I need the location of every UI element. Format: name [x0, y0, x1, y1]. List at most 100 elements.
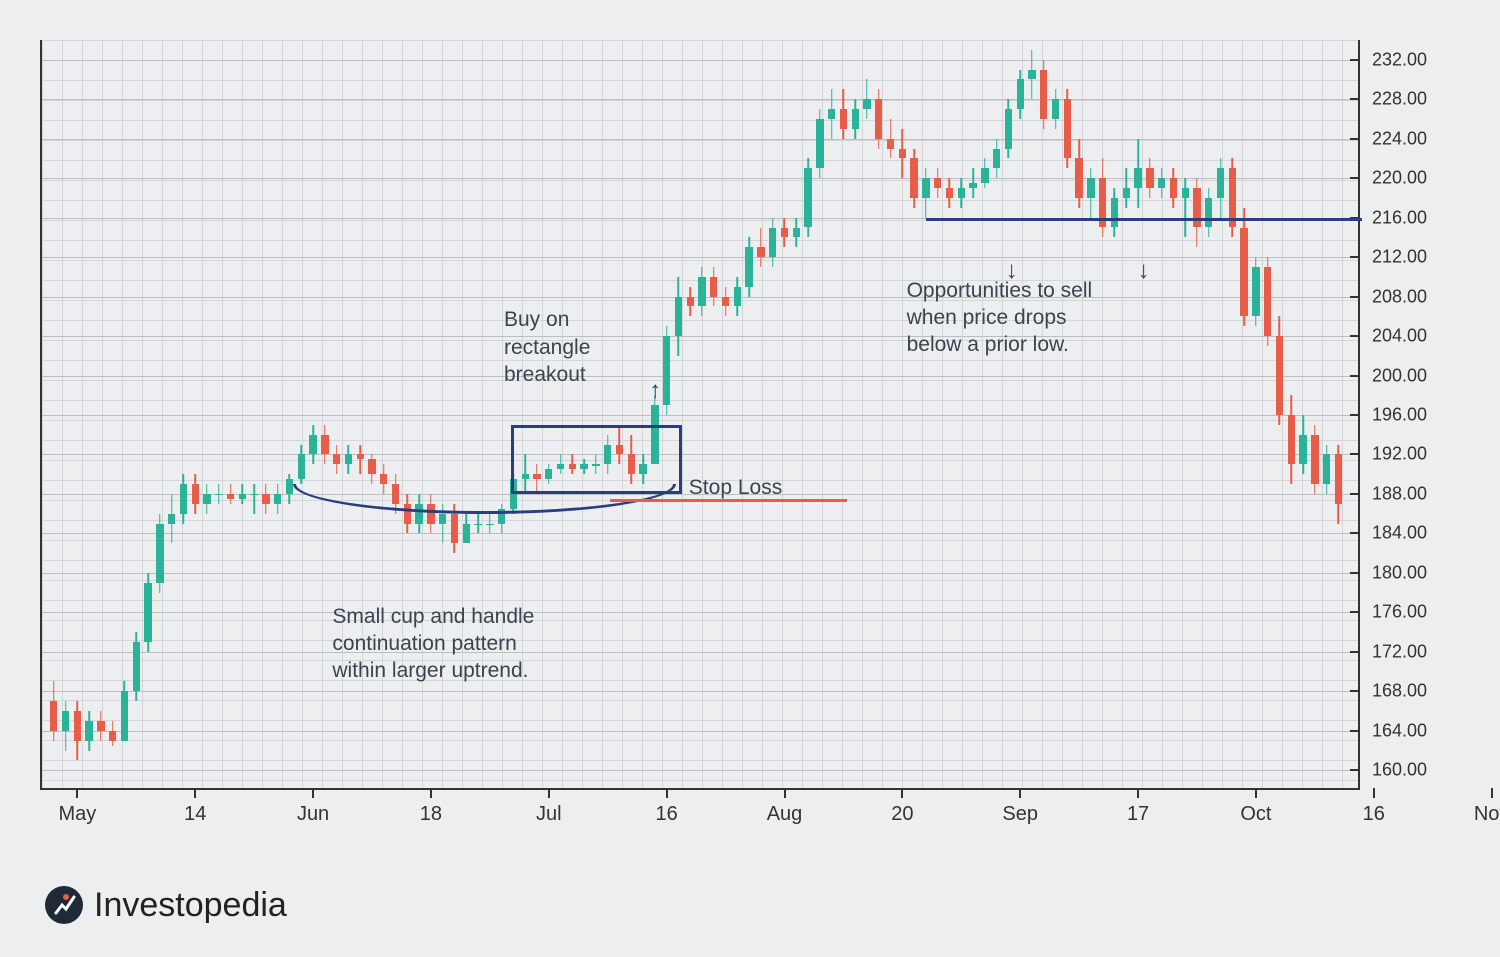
- candle: [722, 40, 729, 790]
- x-axis-label: 18: [420, 803, 442, 826]
- candle: [1182, 40, 1189, 790]
- candle: [1217, 40, 1224, 790]
- candle: [710, 40, 717, 790]
- y-axis-label: 200.00: [1372, 365, 1427, 386]
- candle: [1052, 40, 1059, 790]
- x-axis-label: Nov: [1474, 803, 1500, 826]
- y-axis-label: 224.00: [1372, 128, 1427, 149]
- y-axis-label: 164.00: [1372, 720, 1427, 741]
- candle: [604, 40, 611, 790]
- candle: [215, 40, 222, 790]
- candle: [1087, 40, 1094, 790]
- plot-area: May14Jun18Jul16Aug20Sep17Oct16Nov19↑↓↓Bu…: [40, 40, 1360, 790]
- candle: [533, 40, 540, 790]
- candle: [1205, 40, 1212, 790]
- candle: [1335, 40, 1342, 790]
- candle: [639, 40, 646, 790]
- candle: [1193, 40, 1200, 790]
- candle: [62, 40, 69, 790]
- candle: [545, 40, 552, 790]
- candle: [274, 40, 281, 790]
- candle: [969, 40, 976, 790]
- candle: [592, 40, 599, 790]
- candle: [793, 40, 800, 790]
- candle: [628, 40, 635, 790]
- candle: [1229, 40, 1236, 790]
- candle: [1276, 40, 1283, 790]
- y-axis-label: 232.00: [1372, 49, 1427, 70]
- candle: [109, 40, 116, 790]
- cup-annotation: Small cup and handlecontinuation pattern…: [332, 603, 534, 685]
- y-axis-label: 184.00: [1372, 523, 1427, 544]
- candle: [1158, 40, 1165, 790]
- buy-annotation: Buy onrectanglebreakout: [504, 306, 590, 388]
- candle: [97, 40, 104, 790]
- brand-logo: Investopedia: [44, 885, 287, 925]
- candle: [192, 40, 199, 790]
- candle: [922, 40, 929, 790]
- x-axis-label: Jul: [536, 803, 562, 826]
- candle: [262, 40, 269, 790]
- candle: [769, 40, 776, 790]
- candle: [899, 40, 906, 790]
- stop-loss-annotation: Stop Loss: [689, 474, 782, 501]
- y-axis-label: 160.00: [1372, 760, 1427, 781]
- candle: [144, 40, 151, 790]
- candle: [675, 40, 682, 790]
- brand-name: Investopedia: [94, 886, 287, 925]
- x-axis-label: Aug: [767, 803, 803, 826]
- candle: [1123, 40, 1130, 790]
- candle: [569, 40, 576, 790]
- candle: [852, 40, 859, 790]
- investopedia-icon: [44, 885, 84, 925]
- candle: [663, 40, 670, 790]
- candle: [616, 40, 623, 790]
- candle: [203, 40, 210, 790]
- candle: [1064, 40, 1071, 790]
- x-axis-label: Jun: [297, 803, 329, 826]
- y-axis-label: 168.00: [1372, 681, 1427, 702]
- candle: [309, 40, 316, 790]
- candle: [1240, 40, 1247, 790]
- candle: [1040, 40, 1047, 790]
- candle: [1005, 40, 1012, 790]
- candle: [580, 40, 587, 790]
- candle: [321, 40, 328, 790]
- y-axis-label: 196.00: [1372, 405, 1427, 426]
- candle: [133, 40, 140, 790]
- x-axis-label: May: [58, 803, 96, 826]
- candle: [651, 40, 658, 790]
- candle: [887, 40, 894, 790]
- y-axis-label: 180.00: [1372, 562, 1427, 583]
- candle: [804, 40, 811, 790]
- candle: [687, 40, 694, 790]
- y-axis-label: 188.00: [1372, 483, 1427, 504]
- candle: [993, 40, 1000, 790]
- candle: [1075, 40, 1082, 790]
- candle: [1288, 40, 1295, 790]
- candle: [863, 40, 870, 790]
- y-axis-label: 220.00: [1372, 168, 1427, 189]
- candle: [946, 40, 953, 790]
- sell-arrow-icon: ↓: [1138, 257, 1150, 285]
- candle: [1028, 40, 1035, 790]
- candle: [934, 40, 941, 790]
- candle: [1323, 40, 1330, 790]
- candle: [816, 40, 823, 790]
- candle: [1264, 40, 1271, 790]
- y-axis-label: 212.00: [1372, 247, 1427, 268]
- candle: [1170, 40, 1177, 790]
- candle: [1252, 40, 1259, 790]
- candle: [168, 40, 175, 790]
- candle: [1099, 40, 1106, 790]
- candle: [1311, 40, 1318, 790]
- candle: [1017, 40, 1024, 790]
- x-axis-label: Sep: [1002, 803, 1038, 826]
- candle: [250, 40, 257, 790]
- candle: [781, 40, 788, 790]
- x-axis-label: 14: [184, 803, 206, 826]
- y-axis-label: 172.00: [1372, 641, 1427, 662]
- candlestick-chart: May14Jun18Jul16Aug20Sep17Oct16Nov19↑↓↓Bu…: [40, 40, 1460, 820]
- candle: [910, 40, 917, 790]
- sell-opportunity-line: [926, 218, 1362, 221]
